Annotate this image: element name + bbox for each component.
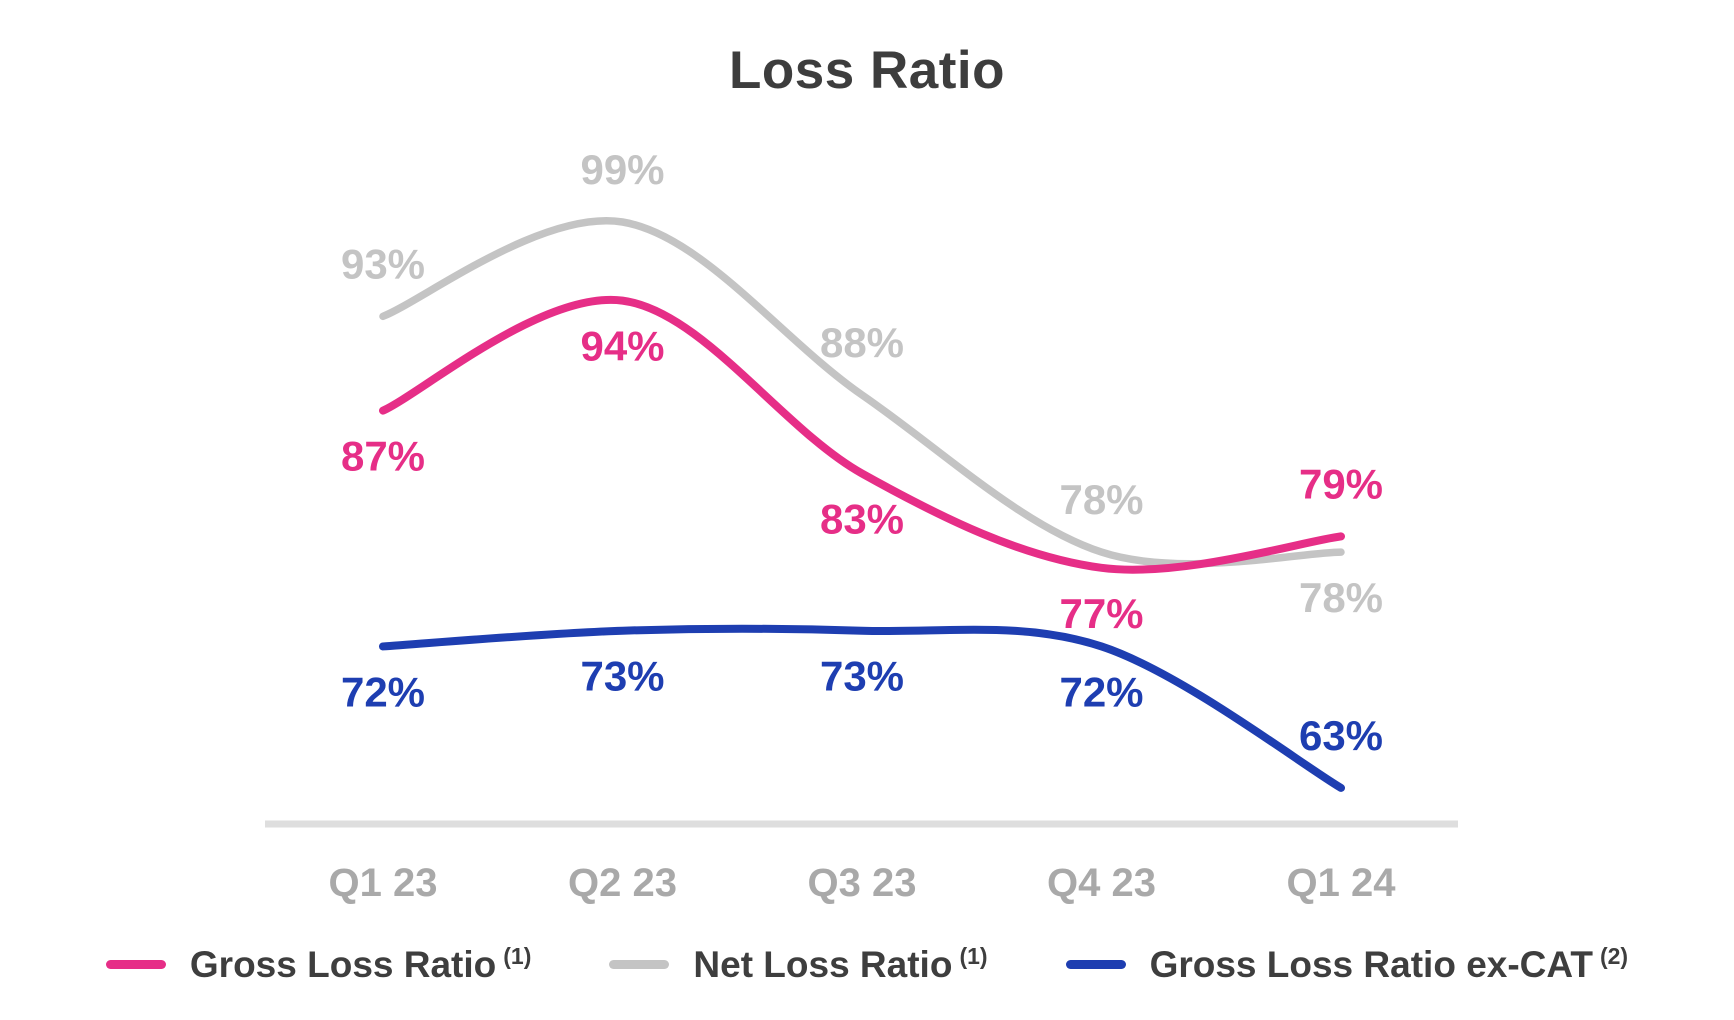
data-label: 87%: [341, 433, 425, 480]
chart-legend: Gross Loss Ratio (1) Net Loss Ratio (1) Gros…: [0, 943, 1734, 985]
legend-item-gross-loss-ratio-ex-cat: Gross Loss Ratio ex-CAT (2): [1065, 943, 1629, 985]
data-label: 72%: [1059, 668, 1143, 715]
data-label: 83%: [820, 496, 904, 543]
legend-item-gross-loss-ratio: Gross Loss Ratio (1): [105, 943, 532, 985]
data-label: 73%: [580, 653, 664, 700]
x-tick-label: Q1 24: [1287, 861, 1397, 905]
legend-label: Net Loss Ratio (1): [693, 943, 988, 985]
x-tick-label: Q2 23: [568, 861, 677, 905]
data-label: 73%: [820, 653, 904, 700]
data-label: 88%: [820, 319, 904, 366]
legend-swatch: [609, 960, 670, 969]
chart-title: Loss Ratio: [729, 41, 1005, 100]
data-label: 79%: [1299, 460, 1383, 507]
data-label: 72%: [341, 668, 425, 715]
series-line-gross-loss-ratio-ex-cat: [379, 624, 1345, 792]
series-line-net-loss-ratio: [379, 216, 1345, 568]
series-line-gross-loss-ratio: [379, 295, 1345, 574]
x-tick-label: Q3 23: [808, 861, 917, 905]
legend-label: Gross Loss Ratio (1): [189, 943, 532, 985]
data-label: 77%: [1059, 590, 1143, 637]
data-label: 93%: [341, 240, 425, 287]
legend-item-net-loss-ratio: Net Loss Ratio (1): [609, 943, 988, 985]
legend-footnote: (2): [1599, 943, 1629, 969]
data-label: 78%: [1299, 574, 1383, 621]
data-label: 78%: [1059, 476, 1143, 523]
x-tick-label: Q1 23: [329, 861, 438, 905]
legend-footnote: (1): [503, 943, 532, 969]
legend-swatch: [105, 960, 166, 969]
data-label: 63%: [1299, 712, 1383, 759]
legend-label: Gross Loss Ratio ex-CAT (2): [1149, 943, 1629, 985]
data-label: 94%: [580, 323, 664, 370]
data-label: 99%: [580, 146, 664, 193]
legend-swatch: [1065, 960, 1126, 969]
legend-footnote: (1): [959, 943, 988, 969]
x-tick-label: Q4 23: [1047, 861, 1156, 905]
